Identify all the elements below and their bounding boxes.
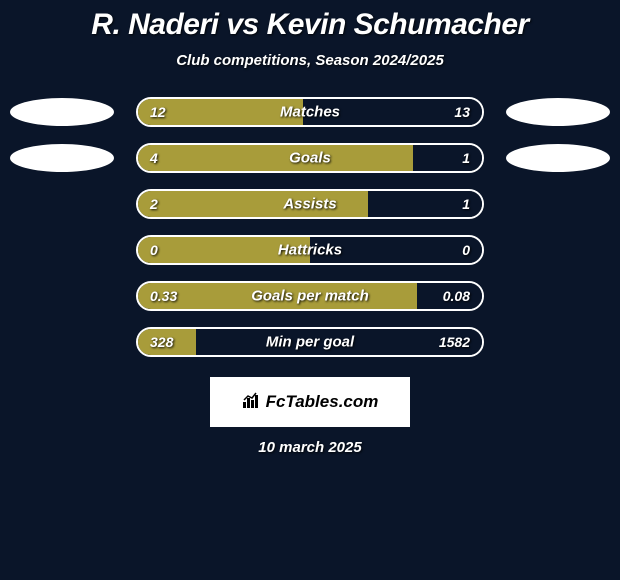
stat-value-left: 12: [150, 104, 166, 120]
stat-value-left: 0.33: [150, 288, 177, 304]
stat-bar: 12 Matches 13: [136, 97, 484, 127]
watermark-content: FcTables.com: [242, 391, 379, 414]
spacer: [10, 282, 114, 310]
stat-label: Hattricks: [278, 242, 342, 259]
bar-segment-left: [138, 145, 413, 171]
player2-marker: [506, 98, 610, 126]
watermark: FcTables.com: [210, 377, 410, 427]
stat-value-right: 1582: [439, 334, 470, 350]
stat-label: Matches: [280, 104, 340, 121]
stat-row: 4 Goals 1: [10, 143, 610, 173]
stat-value-left: 0: [150, 242, 158, 258]
stat-bar: 328 Min per goal 1582: [136, 327, 484, 357]
stat-label: Assists: [283, 196, 336, 213]
stat-value-right: 13: [454, 104, 470, 120]
spacer: [10, 328, 114, 356]
stat-value-left: 4: [150, 150, 158, 166]
stat-label: Min per goal: [266, 334, 354, 351]
player1-marker: [10, 98, 114, 126]
stat-value-right: 1: [462, 150, 470, 166]
stat-value-left: 2: [150, 196, 158, 212]
spacer: [10, 236, 114, 264]
player2-marker: [506, 144, 610, 172]
stat-row: 0 Hattricks 0: [10, 235, 610, 265]
stat-value-right: 0: [462, 242, 470, 258]
date-label: 10 march 2025: [258, 439, 361, 456]
chart-icon: [242, 391, 262, 414]
stat-value-left: 328: [150, 334, 173, 350]
player1-name: R. Naderi: [91, 8, 218, 41]
spacer: [506, 190, 610, 218]
stat-row: 328 Min per goal 1582: [10, 327, 610, 357]
watermark-text: FcTables.com: [266, 392, 379, 412]
bar-segment-right: [413, 145, 482, 171]
stat-label: Goals: [289, 150, 331, 167]
stat-bar: 4 Goals 1: [136, 143, 484, 173]
page-title: R. Naderi vs Kevin Schumacher: [91, 8, 528, 42]
stat-label: Goals per match: [251, 288, 369, 305]
stat-bar: 0.33 Goals per match 0.08: [136, 281, 484, 311]
stat-row: 0.33 Goals per match 0.08: [10, 281, 610, 311]
vs-label: vs: [226, 8, 258, 41]
spacer: [506, 282, 610, 310]
bars-list: 12Matches134Goals12Assists10Hattricks00.…: [10, 97, 610, 373]
infographic-container: R. Naderi vs Kevin Schumacher Club compe…: [0, 0, 620, 456]
stat-value-right: 1: [462, 196, 470, 212]
spacer: [10, 190, 114, 218]
player1-marker: [10, 144, 114, 172]
player2-name: Kevin Schumacher: [267, 8, 529, 41]
stat-row: 12 Matches 13: [10, 97, 610, 127]
stat-value-right: 0.08: [443, 288, 470, 304]
spacer: [506, 236, 610, 264]
stat-bar: 0 Hattricks 0: [136, 235, 484, 265]
stat-bar: 2 Assists 1: [136, 189, 484, 219]
subtitle: Club competitions, Season 2024/2025: [176, 52, 444, 69]
stat-row: 2 Assists 1: [10, 189, 610, 219]
spacer: [506, 328, 610, 356]
